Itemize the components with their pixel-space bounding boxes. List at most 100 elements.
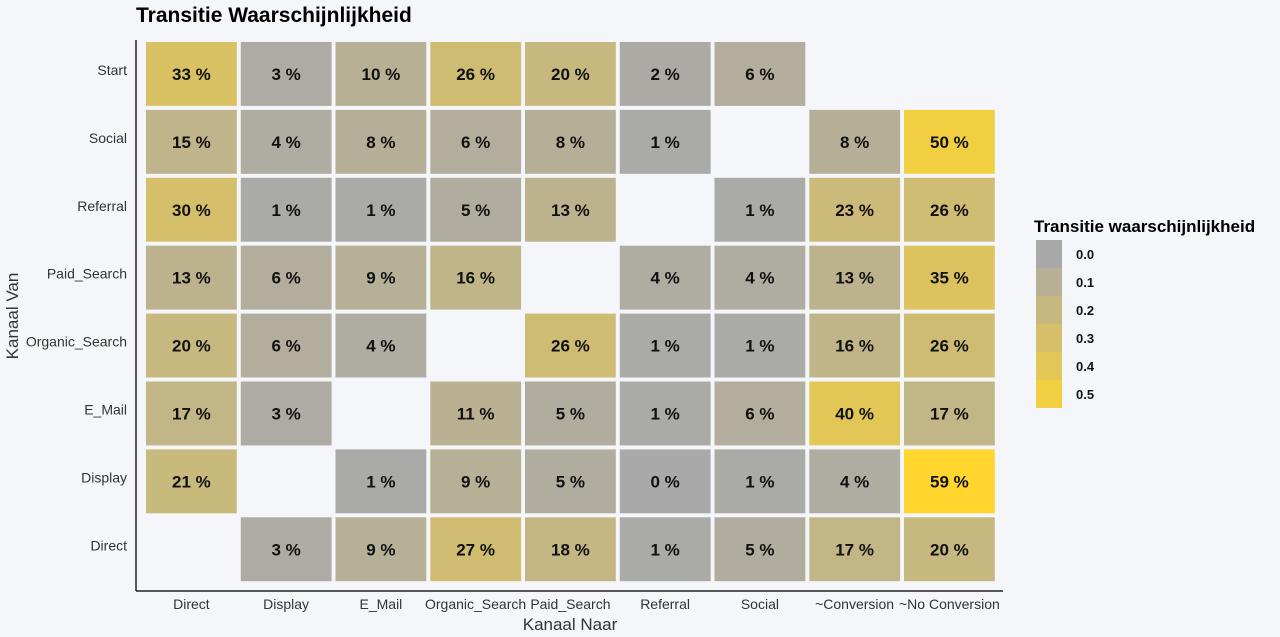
heatmap-cell [430,177,522,242]
cell-value-label: 1 % [745,201,774,220]
heatmap-cell [714,42,806,106]
heatmap-cell [904,313,995,378]
cell-value-label: 16 % [456,269,495,288]
cell-value-label: 20 % [172,337,211,356]
heatmap-cell [714,517,806,582]
cell-value-label: 4 % [840,472,869,491]
cell-value-label: 10 % [362,65,401,84]
cell-value-label: 17 % [835,540,874,559]
heatmap-cell [904,449,995,514]
cell-value-label: 26 % [930,201,969,220]
heatmap-cell [714,381,806,446]
heatmap-cell [335,313,427,378]
cell-value-label: 26 % [930,337,969,356]
cell-value-label: 50 % [930,133,969,152]
x-tick-label: Social [741,596,779,612]
cell-value-label: 4 % [650,269,679,288]
cell-value-label: 3 % [271,540,300,559]
x-tick-label: Display [263,596,309,612]
cell-value-label: 1 % [650,540,679,559]
cell-value-label: 3 % [271,65,300,84]
heatmap-cell [335,245,427,310]
cell-value-label: 1 % [366,201,395,220]
cell-value-label: 0 % [650,472,679,491]
cell-value-label: 1 % [745,337,774,356]
heatmap-cell [146,42,237,106]
heatmap-cell [240,245,332,310]
cell-value-label: 1 % [650,404,679,423]
legend-swatch [1036,352,1062,380]
cell-value-label: 30 % [172,201,211,220]
heatmap-cell [240,313,332,378]
cell-value-label: 9 % [366,269,395,288]
cell-value-label: 6 % [745,65,774,84]
heatmap-cell [525,177,616,242]
cell-value-label: 20 % [930,540,969,559]
heatmap-cell [146,449,237,514]
cell-value-label: 33 % [172,65,211,84]
legend-swatch [1036,380,1062,408]
cell-value-label: 16 % [835,337,874,356]
legend-swatch [1036,296,1062,324]
heatmap-cell [240,517,332,582]
cell-value-label: 5 % [556,404,585,423]
heatmap-cell [146,313,237,378]
heatmap-cell [619,449,711,514]
x-tick-label: Organic_Search [425,596,526,612]
cell-value-label: 4 % [366,337,395,356]
heatmap-cell [714,449,806,514]
y-tick-label: Social [89,130,127,146]
heatmap-cell [430,381,522,446]
cell-value-label: 1 % [745,472,774,491]
cell-value-label: 6 % [271,337,300,356]
cell-value-label: 13 % [835,269,874,288]
y-tick-labels: Start Social Referral Paid_Search Organic_Se… [26,62,127,553]
legend-label: 0.5 [1076,387,1094,402]
heatmap-cell [335,42,427,106]
legend-label: 0.2 [1076,303,1094,318]
y-tick-label: Organic_Search [26,334,127,350]
heatmap-cell [430,109,522,174]
cell-value-label: 4 % [745,269,774,288]
heatmap-cell [904,517,995,582]
heatmap-cell [525,449,616,514]
cell-value-label: 17 % [172,404,211,423]
legend-title: Transitie waarschijnlijkheid [1034,217,1255,236]
legend-label: 0.0 [1076,247,1094,262]
cell-value-label: 13 % [551,201,590,220]
cell-value-label: 18 % [551,540,590,559]
cell-value-label: 3 % [271,404,300,423]
cell-value-label: 5 % [556,472,585,491]
heatmap-cell [430,42,522,106]
heatmap-cell [904,177,995,242]
y-axis-title: Kanaal Van [3,273,22,360]
heatmap-cell [809,449,901,514]
heatmap-cell [146,245,237,310]
cell-value-label: 6 % [271,269,300,288]
x-tick-labels: Direct Display E_Mail Organic_Search Paid_Se… [173,596,1000,612]
cell-value-label: 11 % [457,404,495,423]
heatmap-cell [619,109,711,174]
cell-value-label: 2 % [650,65,679,84]
y-tick-label: Start [97,62,127,78]
cell-value-label: 6 % [745,404,774,423]
legend-label: 0.4 [1076,359,1095,374]
heatmap-cell [619,517,711,582]
x-tick-label: E_Mail [360,596,403,612]
cell-value-label: 17 % [930,404,969,423]
cell-value-label: 4 % [271,133,300,152]
heatmap-cell [619,381,711,446]
cell-value-label: 35 % [930,269,969,288]
cell-value-label: 20 % [551,65,590,84]
y-tick-label: Referral [77,198,127,214]
heatmap-cell [904,381,995,446]
cell-value-label: 27 % [456,540,495,559]
heatmap-cell [525,517,616,582]
cell-value-label: 8 % [366,133,395,152]
cell-value-label: 9 % [366,540,395,559]
heatmap-cell [240,109,332,174]
heatmap-cell [335,109,427,174]
legend-label: 0.1 [1076,275,1094,290]
y-tick-label: E_Mail [84,401,127,417]
